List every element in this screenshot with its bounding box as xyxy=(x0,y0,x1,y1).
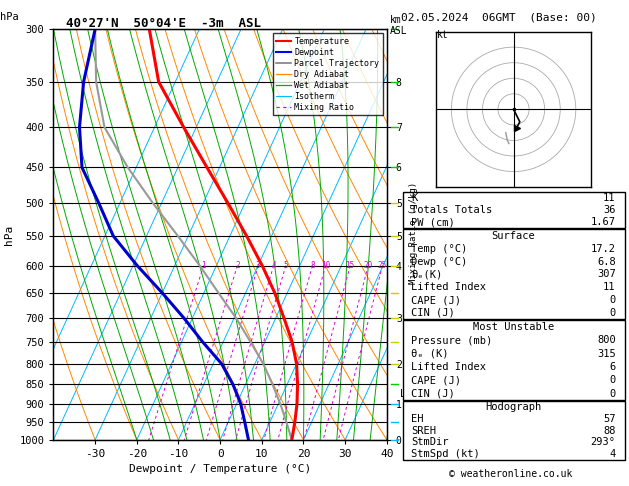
Text: hPa: hPa xyxy=(0,12,19,22)
Text: 11: 11 xyxy=(603,282,616,292)
Text: θₑ(K): θₑ(K) xyxy=(411,269,443,279)
Text: 315: 315 xyxy=(597,348,616,359)
Text: Lifted Index: Lifted Index xyxy=(411,362,486,372)
Text: Surface: Surface xyxy=(492,231,535,241)
Text: kt: kt xyxy=(437,30,449,40)
Text: θₑ (K): θₑ (K) xyxy=(411,348,449,359)
Legend: Temperature, Dewpoint, Parcel Trajectory, Dry Adiabat, Wet Adiabat, Isotherm, Mi: Temperature, Dewpoint, Parcel Trajectory… xyxy=(272,34,382,116)
Text: 0: 0 xyxy=(610,295,616,305)
Text: 0: 0 xyxy=(610,375,616,385)
Text: 5: 5 xyxy=(284,261,288,270)
Text: 4: 4 xyxy=(271,261,276,270)
Text: 1.67: 1.67 xyxy=(591,217,616,227)
Text: 57: 57 xyxy=(603,414,616,424)
Text: 02.05.2024  06GMT  (Base: 00): 02.05.2024 06GMT (Base: 00) xyxy=(401,12,597,22)
Text: LCL: LCL xyxy=(400,389,418,399)
Text: 36: 36 xyxy=(603,205,616,215)
Text: 2: 2 xyxy=(235,261,240,270)
Text: K: K xyxy=(411,193,418,203)
Text: 0: 0 xyxy=(610,308,616,318)
Text: 15: 15 xyxy=(345,261,355,270)
Text: Most Unstable: Most Unstable xyxy=(473,322,554,332)
Y-axis label: hPa: hPa xyxy=(4,225,14,244)
Text: 8: 8 xyxy=(310,261,315,270)
Text: StmSpd (kt): StmSpd (kt) xyxy=(411,449,480,459)
Text: 3: 3 xyxy=(256,261,260,270)
Text: Pressure (mb): Pressure (mb) xyxy=(411,335,493,346)
Text: © weatheronline.co.uk: © weatheronline.co.uk xyxy=(449,469,572,479)
Text: 88: 88 xyxy=(603,426,616,435)
Text: 0: 0 xyxy=(610,389,616,399)
Text: Totals Totals: Totals Totals xyxy=(411,205,493,215)
Text: CIN (J): CIN (J) xyxy=(411,308,455,318)
Text: Lifted Index: Lifted Index xyxy=(411,282,486,292)
Text: 6.8: 6.8 xyxy=(597,257,616,266)
X-axis label: Dewpoint / Temperature (°C): Dewpoint / Temperature (°C) xyxy=(129,465,311,474)
Text: StmDir: StmDir xyxy=(411,437,449,447)
Text: EH: EH xyxy=(411,414,424,424)
Text: CAPE (J): CAPE (J) xyxy=(411,375,462,385)
Text: 4: 4 xyxy=(610,449,616,459)
Text: 10: 10 xyxy=(321,261,330,270)
Text: CAPE (J): CAPE (J) xyxy=(411,295,462,305)
Text: 11: 11 xyxy=(603,193,616,203)
Text: 40°27'N  50°04'E  -3m  ASL: 40°27'N 50°04'E -3m ASL xyxy=(66,17,261,30)
Text: 293°: 293° xyxy=(591,437,616,447)
Text: CIN (J): CIN (J) xyxy=(411,389,455,399)
Text: Mixing Ratio (g/kg): Mixing Ratio (g/kg) xyxy=(409,182,418,284)
Text: Dewp (°C): Dewp (°C) xyxy=(411,257,468,266)
Text: 17.2: 17.2 xyxy=(591,243,616,254)
Text: km
ASL: km ASL xyxy=(390,15,408,36)
Text: 25: 25 xyxy=(378,261,387,270)
Text: Temp (°C): Temp (°C) xyxy=(411,243,468,254)
Text: 800: 800 xyxy=(597,335,616,346)
Text: Hodograph: Hodograph xyxy=(486,402,542,412)
Text: SREH: SREH xyxy=(411,426,437,435)
Text: 307: 307 xyxy=(597,269,616,279)
Text: PW (cm): PW (cm) xyxy=(411,217,455,227)
Text: 20: 20 xyxy=(364,261,373,270)
Text: 1: 1 xyxy=(201,261,206,270)
Text: 6: 6 xyxy=(610,362,616,372)
